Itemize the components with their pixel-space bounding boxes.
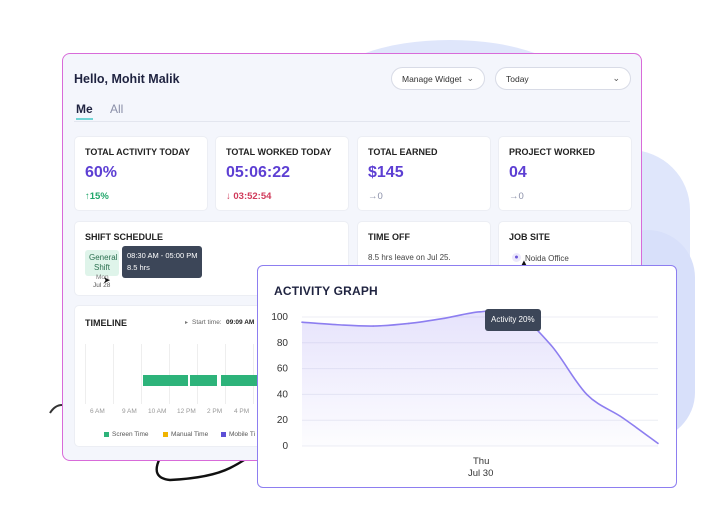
screen-time-bar[interactable]	[190, 375, 217, 386]
y-tick-label: 0	[282, 441, 288, 452]
activity-point	[372, 325, 374, 327]
shift-day: Mon	[96, 274, 109, 281]
legend-item: Screen Time	[104, 431, 149, 438]
legend-swatch	[221, 432, 226, 437]
x-axis-date: Jul 30	[468, 468, 494, 479]
manage-widget-button[interactable]: Manage Widget ⌄	[391, 67, 485, 90]
legend-label: Manual Time	[171, 431, 209, 438]
tabs-divider	[74, 121, 630, 122]
timeline-axis-label: 9 AM	[122, 408, 137, 415]
tab-me[interactable]: Me	[76, 102, 93, 120]
card-change: ↓ 03:52:54	[226, 191, 272, 202]
tab-all[interactable]: All	[110, 102, 124, 116]
card-value: 04	[509, 164, 527, 181]
card-title: TOTAL EARNED	[368, 147, 438, 157]
shift-tag-line1: General	[89, 253, 118, 262]
date-range-label: Today	[506, 73, 529, 84]
activity-card: TOTAL ACTIVITY TODAY 60% ↑15%	[75, 137, 207, 210]
shift-tooltip-hours: 8.5 hrs	[127, 263, 150, 272]
y-tick-label: 60	[277, 364, 289, 375]
timeline-axis-label: 10 AM	[148, 408, 167, 415]
card-value: 05:06:22	[226, 164, 291, 181]
card-title: TIMELINE	[85, 318, 127, 328]
activity-point	[586, 393, 588, 396]
shift-tooltip-time: 08:30 AM - 05:00 PM	[127, 251, 198, 260]
activity-point	[550, 344, 552, 347]
project-card: PROJECT WORKED 04 →0	[499, 137, 631, 210]
shift-tooltip: 08:30 AM - 05:00 PM 8.5 hrs	[122, 246, 203, 278]
shift-tag[interactable]: General Shift	[85, 250, 119, 276]
mouse-cursor-icon: ▲	[520, 258, 528, 267]
activity-point	[657, 442, 659, 445]
activity-area	[302, 310, 658, 446]
activity-point	[479, 311, 481, 313]
card-title: JOB SITE	[509, 232, 551, 242]
y-tick-label: 80	[277, 338, 289, 349]
card-title: TOTAL WORKED TODAY	[226, 147, 332, 157]
time-off-text: 8.5 hrs leave on Jul 25.	[368, 253, 451, 262]
chevron-down-icon: ⌄	[466, 73, 474, 83]
timeline-axis-label: 6 AM	[90, 408, 105, 415]
play-icon: ▸	[185, 320, 189, 326]
activity-graph-card: ACTIVITY GRAPH 100 80 60 40 20 0 Activity 20%…	[257, 265, 677, 488]
card-title: SHIFT SCHEDULE	[85, 232, 164, 242]
legend-item: Manual Time	[163, 431, 208, 438]
earned-card: TOTAL EARNED $145 →0	[358, 137, 490, 210]
activity-point	[336, 323, 339, 326]
job-site-location: Noida Office	[525, 254, 569, 263]
card-change: →0	[368, 191, 383, 202]
shift-date: Jul 28	[93, 282, 111, 289]
legend-label: Mobile Ti	[229, 431, 256, 438]
timeline-grid	[85, 344, 285, 404]
screen-time-bar[interactable]	[221, 375, 261, 386]
card-change: ↑15%	[85, 191, 109, 202]
screen-time-bar[interactable]	[143, 375, 188, 386]
card-title: PROJECT WORKED	[509, 147, 596, 157]
activity-point	[301, 321, 303, 323]
manage-widget-label: Manage Widget	[402, 73, 462, 84]
y-tick-label: 100	[271, 312, 288, 323]
start-time-value: 09:09 AM	[226, 319, 255, 326]
card-value: 60%	[85, 164, 118, 181]
activity-point	[443, 317, 446, 320]
legend-label: Screen Time	[112, 431, 149, 438]
activity-graph-title: ACTIVITY GRAPH	[274, 284, 378, 298]
activity-tooltip: Activity 20%	[485, 309, 541, 331]
x-axis-day: Thu	[473, 456, 490, 467]
chevron-down-icon: ⌄	[612, 73, 620, 83]
date-range-select[interactable]: Today ⌄	[495, 67, 631, 90]
legend-item: Mobile Ti	[221, 431, 255, 438]
card-value: $145	[368, 164, 404, 181]
legend-swatch	[163, 432, 168, 437]
shift-tag-line2: Shift	[93, 263, 110, 272]
y-tick-label: 20	[277, 415, 289, 426]
legend-swatch	[104, 432, 109, 437]
timeline-axis-label: 2 PM	[207, 408, 223, 415]
timeline-axis-label: 12 PM	[177, 408, 196, 415]
location-pin-icon: ●	[512, 253, 521, 262]
start-time-label: Start time:	[192, 319, 222, 326]
y-tick-label: 40	[277, 389, 289, 400]
card-change: →0	[509, 191, 524, 202]
greeting: Hello, Mohit Malik	[74, 72, 180, 86]
activity-chart: 100 80 60 40 20 0	[271, 309, 659, 452]
activity-point	[621, 416, 624, 419]
timeline-axis-label: 4 PM	[234, 408, 250, 415]
card-title: TOTAL ACTIVITY TODAY	[85, 147, 191, 157]
worked-card: TOTAL WORKED TODAY 05:06:22 ↓ 03:52:54	[216, 137, 348, 210]
activity-point	[408, 322, 410, 325]
card-title: TIME OFF	[368, 232, 410, 242]
mouse-cursor-icon: ➤	[103, 275, 111, 285]
